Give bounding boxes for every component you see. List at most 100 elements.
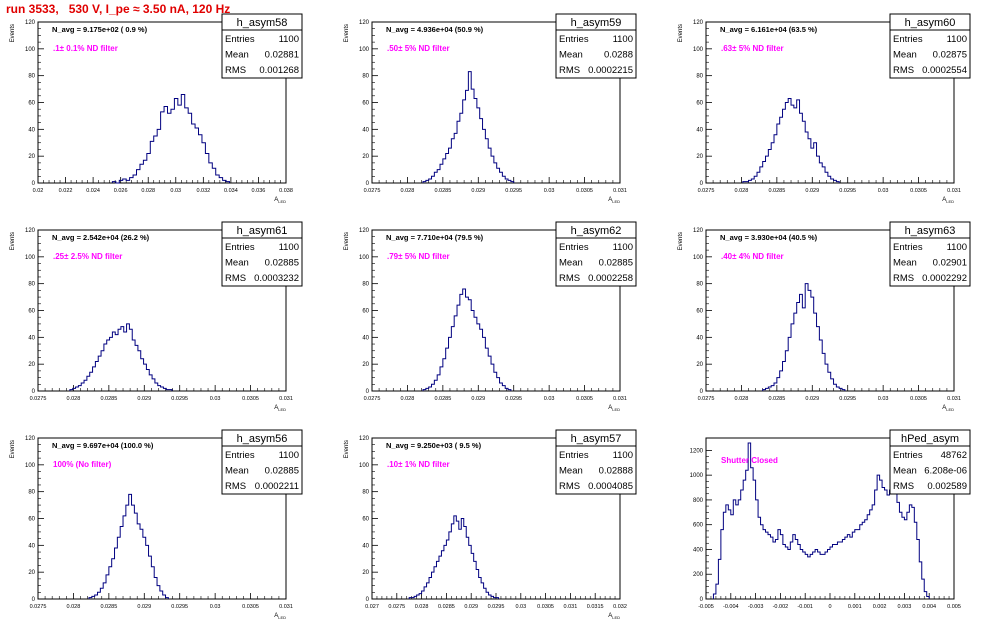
histogram-series xyxy=(408,515,499,599)
y-tick-label: 120 xyxy=(359,228,370,234)
y-axis-label: Events xyxy=(678,232,684,250)
stats-key: Entries xyxy=(893,242,923,253)
x-tick-label: 0.02 xyxy=(33,188,44,194)
y-tick-label: 40 xyxy=(28,543,35,549)
stats-key: RMS xyxy=(225,273,246,284)
stats-value: 0.0003232 xyxy=(254,273,299,284)
stats-key: Mean xyxy=(893,258,917,269)
stats-value: 0.002589 xyxy=(927,481,967,492)
y-tick-label: 20 xyxy=(696,154,703,160)
y-tick-label: 400 xyxy=(693,547,704,553)
panel-h_asym60: 0 20 40 60 80 100 120 0.0275 0.028 0.0285 0.029 0.0… xyxy=(678,13,971,204)
x-tick-label: 0.031 xyxy=(279,396,293,402)
stats-key: Entries xyxy=(225,34,255,45)
x-tick-label: 0.03 xyxy=(878,396,889,402)
filter-label: .25± 2.5% ND filter xyxy=(53,252,122,261)
stats-box xyxy=(221,221,303,287)
x-tick-label: 0.03 xyxy=(544,396,555,402)
histogram-series xyxy=(111,93,231,184)
y-tick-label: 40 xyxy=(362,543,369,549)
stats-key: RMS xyxy=(893,273,914,284)
x-tick-label: 0.0315 xyxy=(587,604,604,610)
stats-key: Mean xyxy=(225,466,249,477)
x-tick-label: 0.029 xyxy=(137,396,151,402)
x-tick-label: 0.0305 xyxy=(910,188,927,194)
x-tick-label: 0.029 xyxy=(137,604,151,610)
x-tick-label: 0.029 xyxy=(464,604,478,610)
y-tick-label: 0 xyxy=(32,389,36,395)
histogram-series xyxy=(762,283,846,391)
y-tick-label: 40 xyxy=(28,127,35,133)
y-tick-label: 60 xyxy=(362,309,369,315)
y-tick-label: 80 xyxy=(28,282,35,288)
panel-h_asym61: 0 20 40 60 80 100 120 0.0275 0.028 0.0285 0.029 0.0… xyxy=(10,221,303,412)
stats-key: Mean xyxy=(893,50,917,61)
x-tick-label: 0.0305 xyxy=(576,188,593,194)
y-tick-label: 0 xyxy=(700,181,704,187)
x-tick-label: 0.0275 xyxy=(364,188,381,194)
y-tick-label: 20 xyxy=(696,362,703,368)
y-tick-label: 40 xyxy=(362,335,369,341)
x-tick-label: 0.031 xyxy=(947,188,961,194)
y-tick-label: 100 xyxy=(693,47,704,53)
stats-value: 0.0002215 xyxy=(588,65,633,76)
stats-key: RMS xyxy=(893,481,914,492)
stats-box xyxy=(889,429,971,495)
x-tick-label: 0.034 xyxy=(224,188,238,194)
x-tick-label: 0.031 xyxy=(613,396,627,402)
y-tick-label: 0 xyxy=(366,597,370,603)
stats-value: 0.001268 xyxy=(259,65,299,76)
filter-label: .50± 5% ND filter xyxy=(387,44,450,53)
x-tick-label: 0.029 xyxy=(805,188,819,194)
y-axis-label: Events xyxy=(10,24,16,42)
y-tick-label: 0 xyxy=(32,597,36,603)
y-tick-label: 1200 xyxy=(690,448,704,454)
navg-label: N_avg = 9.250e+03 ( 9.5 %) xyxy=(386,441,482,450)
stats-key: RMS xyxy=(559,65,580,76)
y-tick-label: 120 xyxy=(25,20,36,26)
filter-label: .63± 5% ND filter xyxy=(721,44,784,53)
x-tick-label: 0.0305 xyxy=(537,604,554,610)
stats-box xyxy=(889,13,971,79)
x-tick-label: 0.0275 xyxy=(698,188,715,194)
stats-box xyxy=(555,13,637,79)
y-tick-label: 40 xyxy=(362,127,369,133)
y-tick-label: 20 xyxy=(362,570,369,576)
x-tick-label: -0.002 xyxy=(773,604,789,610)
y-tick-label: 40 xyxy=(696,335,703,341)
y-tick-label: 120 xyxy=(25,228,36,234)
histogram-series xyxy=(422,71,515,183)
stats-value: 6.208e-06 xyxy=(924,466,967,477)
y-tick-label: 0 xyxy=(366,181,370,187)
stats-title: h_asym56 xyxy=(237,433,288,445)
x-tick-label: 0.028 xyxy=(401,188,415,194)
stats-value: 0.02888 xyxy=(599,466,633,477)
stats-value: 48762 xyxy=(941,450,967,461)
x-tick-label: 0.0295 xyxy=(505,396,522,402)
x-axis-label: ALED xyxy=(274,405,286,412)
x-tick-label: 0.028 xyxy=(735,396,749,402)
y-tick-label: 100 xyxy=(25,255,36,261)
panel-h_asym59: 0 20 40 60 80 100 120 0.0275 0.028 0.0285 0.029 0.0… xyxy=(344,13,637,204)
x-tick-label: 0.036 xyxy=(252,188,266,194)
y-tick-label: 100 xyxy=(25,47,36,53)
y-tick-label: 80 xyxy=(696,74,703,80)
stats-value: 0.0002292 xyxy=(922,273,967,284)
stats-box xyxy=(555,429,637,495)
x-axis-label: ALED xyxy=(274,613,286,620)
y-tick-label: 120 xyxy=(693,20,704,26)
stats-value: 1100 xyxy=(947,242,967,253)
x-tick-label: 0.028 xyxy=(67,604,81,610)
histogram-series xyxy=(742,97,840,183)
stats-box xyxy=(221,13,303,79)
stats-value: 0.0288 xyxy=(604,50,633,61)
x-tick-label: 0.031 xyxy=(947,396,961,402)
x-tick-label: 0.0305 xyxy=(242,604,259,610)
y-tick-label: 120 xyxy=(25,436,36,442)
x-tick-label: 0.0295 xyxy=(171,604,188,610)
x-tick-label: 0.032 xyxy=(196,188,210,194)
x-tick-label: 0.0285 xyxy=(100,396,117,402)
stats-box xyxy=(555,221,637,287)
y-tick-label: 100 xyxy=(359,463,370,469)
